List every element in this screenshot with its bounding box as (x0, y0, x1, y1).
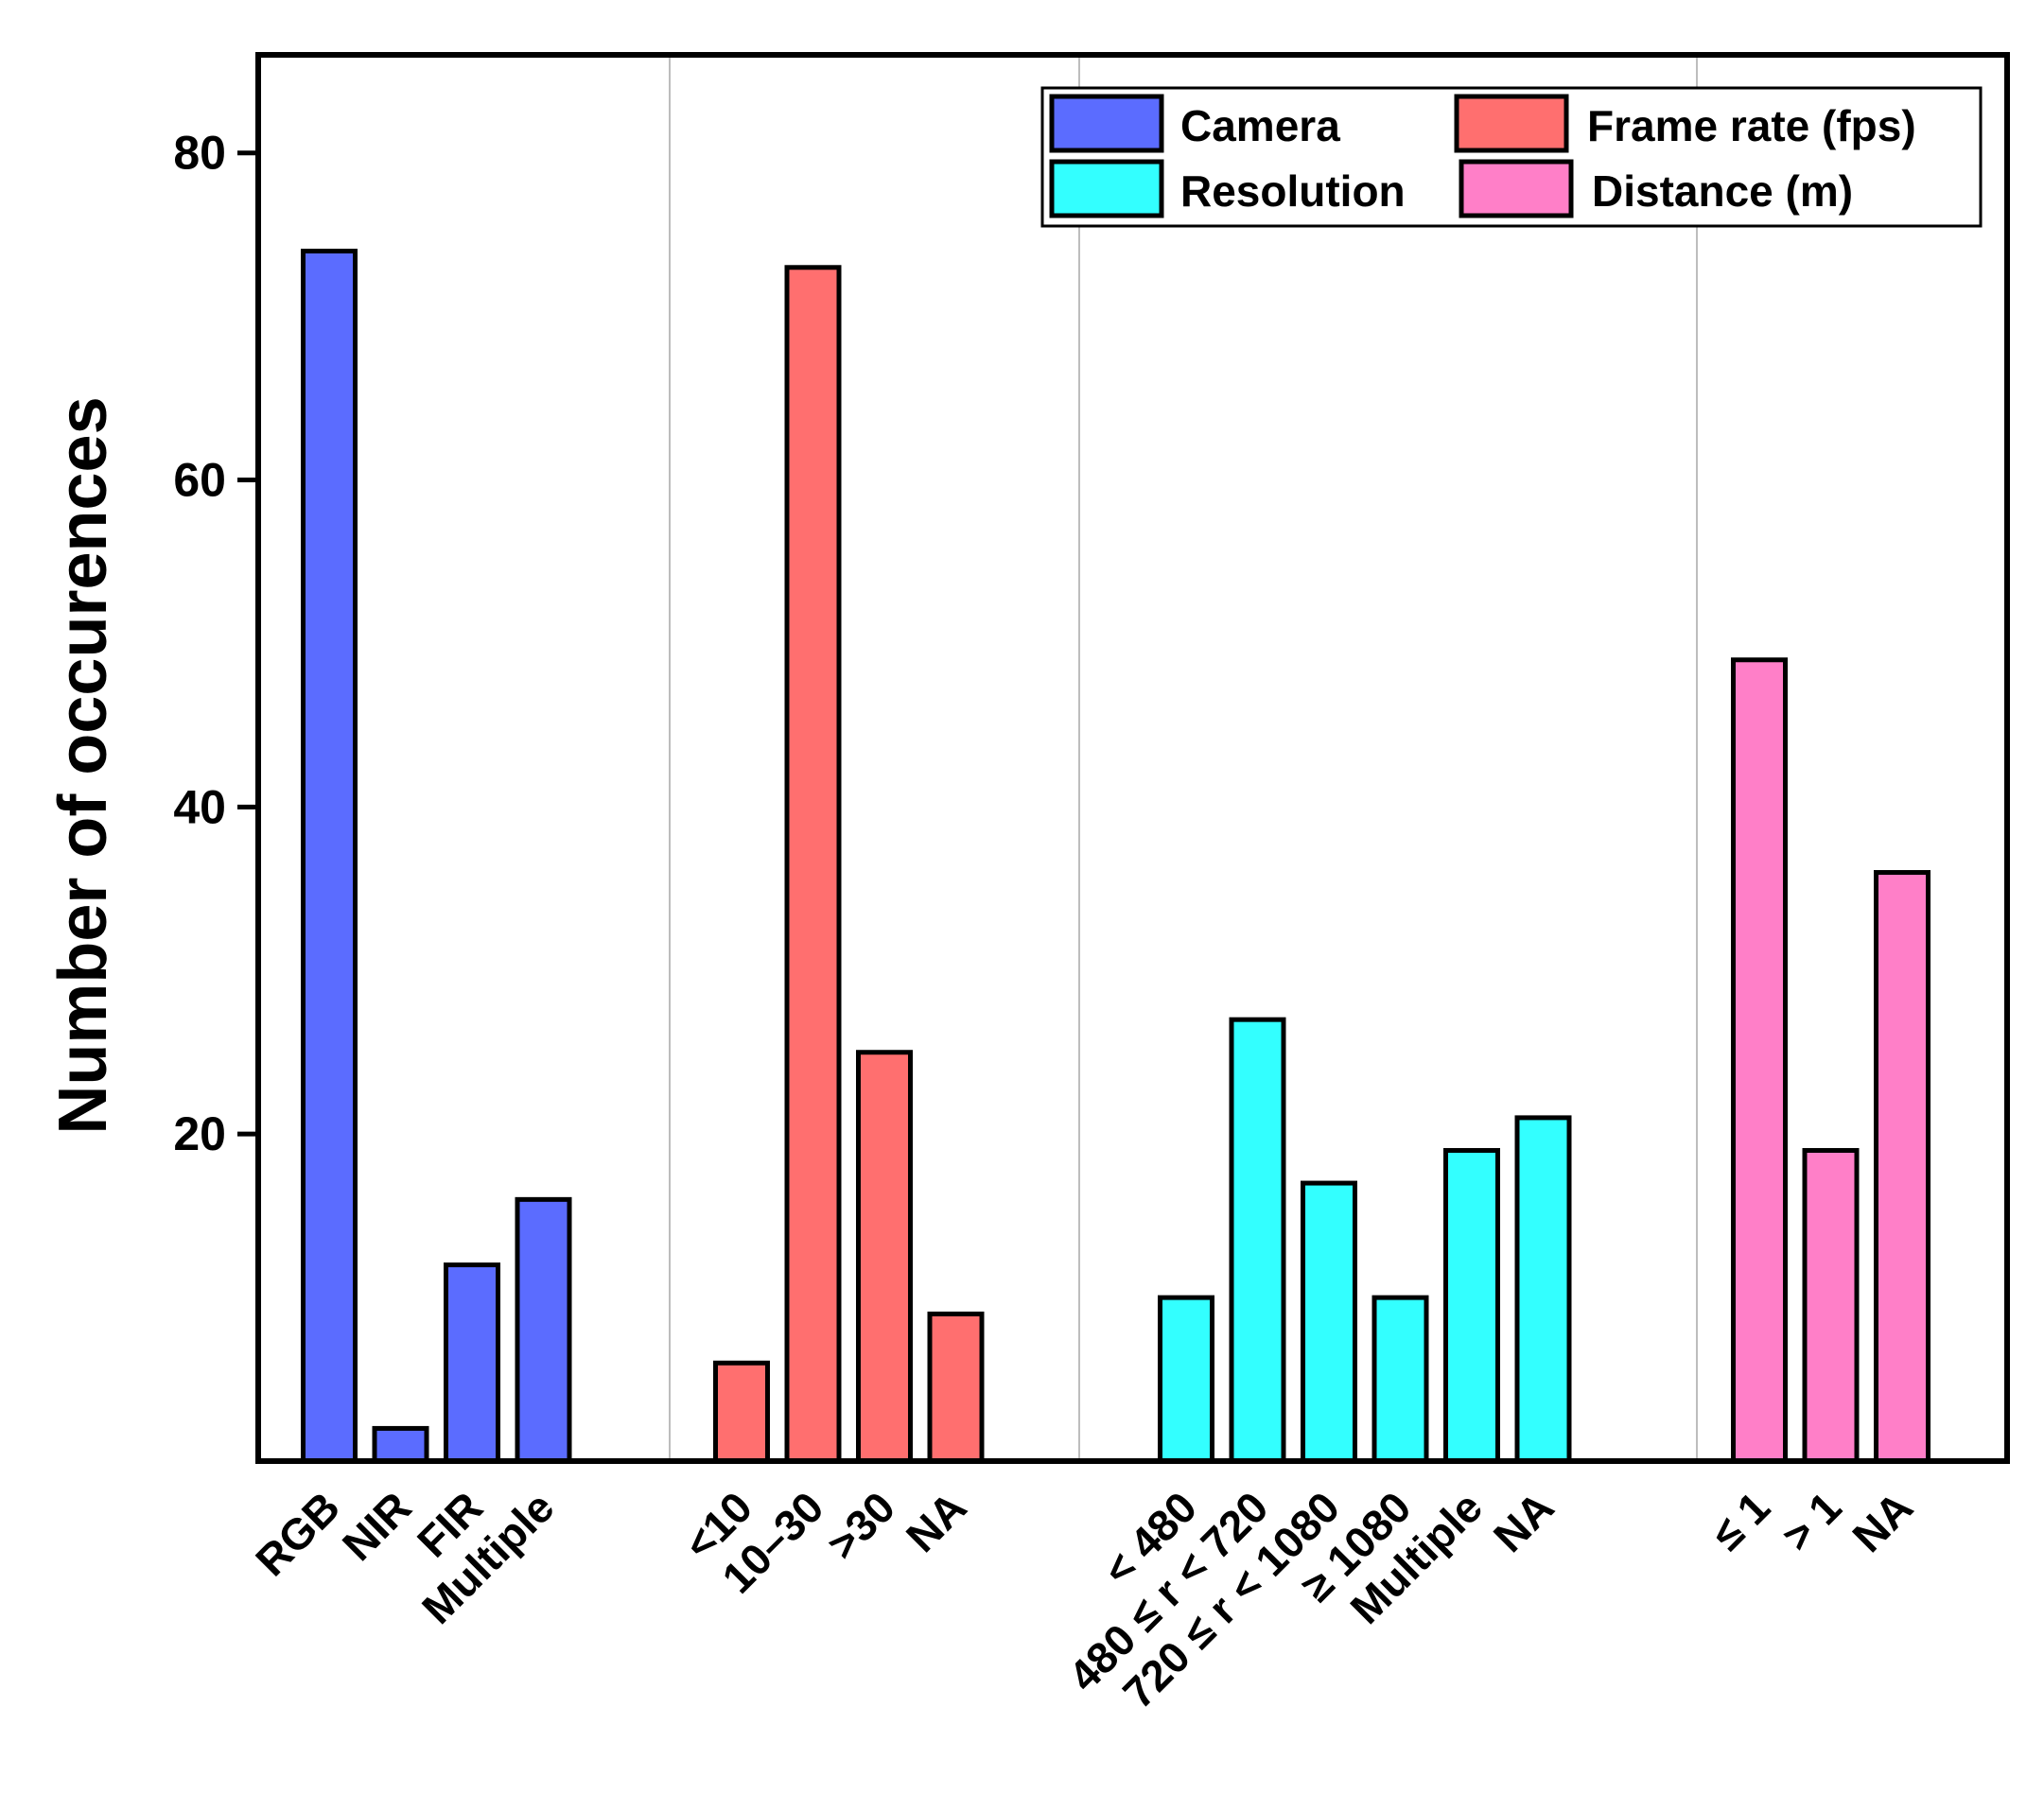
legend-label: Resolution (1180, 166, 1406, 216)
bar-camera-0 (301, 248, 358, 1464)
y-tick-label: 60 (173, 454, 226, 507)
bar-distance-m--0 (1731, 657, 1788, 1464)
bar-frame-rate-fps--1 (784, 265, 842, 1464)
legend-label: Camera (1180, 101, 1340, 150)
group-separators (669, 55, 1698, 1461)
bar-resolution-0 (1158, 1295, 1214, 1464)
bar-frame-rate-fps--0 (713, 1360, 770, 1464)
legend-swatch (1049, 94, 1164, 153)
legend-label: Frame rate (fps) (1587, 101, 1916, 150)
y-tick-label: 80 (173, 127, 226, 180)
bar-resolution-5 (1514, 1115, 1572, 1464)
bar-camera-3 (515, 1196, 572, 1464)
y-axis-title: Number of occurences (45, 396, 121, 1134)
plot-frame (255, 52, 2010, 1464)
legend: Camera Frame rate (fps) Resolution Distance… (1040, 86, 1983, 228)
bar-frame-rate-fps--3 (927, 1311, 985, 1464)
legend-swatch (1454, 94, 1569, 153)
bars (301, 248, 1930, 1464)
bar-resolution-3 (1371, 1295, 1429, 1464)
bar-distance-m--2 (1874, 870, 1930, 1464)
bar-resolution-1 (1229, 1017, 1286, 1464)
bar-frame-rate-fps--2 (856, 1050, 913, 1464)
legend-swatch (1459, 159, 1574, 218)
legend-swatch (1049, 159, 1164, 218)
bar-camera-1 (372, 1425, 429, 1464)
bar-resolution-4 (1443, 1147, 1500, 1464)
y-tick-label: 40 (173, 780, 226, 833)
bar-resolution-2 (1301, 1180, 1357, 1464)
bar-camera-2 (444, 1262, 500, 1464)
bar-distance-m--1 (1802, 1147, 1860, 1464)
y-axis: 20 40 60 80 (173, 127, 258, 1160)
y-tick-label: 20 (173, 1107, 226, 1160)
legend-label: Distance (m) (1592, 166, 1853, 216)
